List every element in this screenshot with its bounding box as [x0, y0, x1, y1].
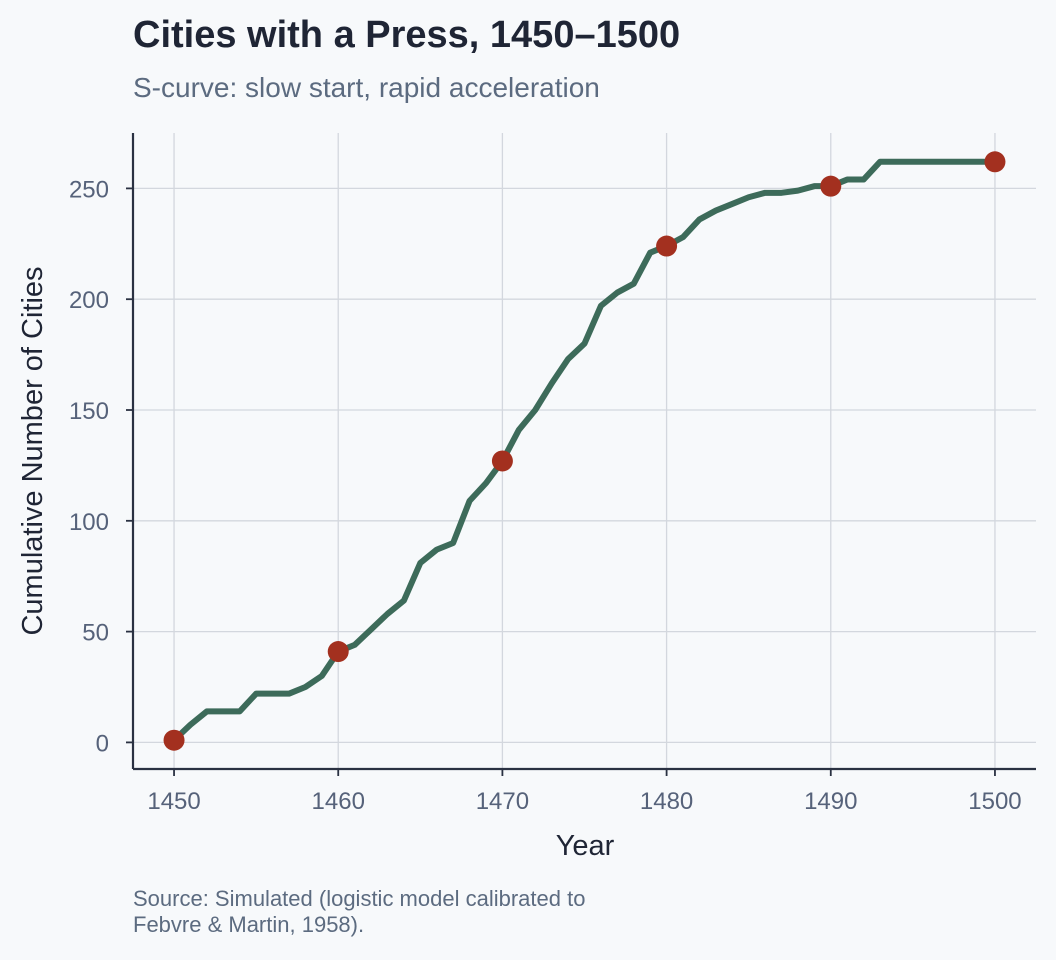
- y-tick-label-0: 0: [96, 730, 109, 757]
- markers-layer: [163, 151, 1006, 751]
- x-tick-label-1480: 1480: [640, 788, 693, 815]
- x-tick-label-1460: 1460: [312, 788, 365, 815]
- y-axis-title: Cumulative Number of Cities: [17, 266, 49, 635]
- chart-subtitle: S-curve: slow start, rapid acceleration: [133, 72, 600, 103]
- y-tick-label-50: 50: [82, 620, 109, 647]
- x-tick-label-1450: 1450: [147, 788, 200, 815]
- series-line-0: [171, 158, 998, 744]
- data-point-1450: [163, 729, 185, 751]
- axes: 1450 1460 1470 1480 1490 1500 0 50 100 150 200 250: [69, 133, 1036, 815]
- data-point-1480: [656, 235, 678, 257]
- x-tick-label-1500: 1500: [968, 788, 1021, 815]
- data-point-1490: [820, 175, 842, 197]
- data-point-1460: [327, 641, 349, 663]
- y-tick-label-100: 100: [69, 509, 109, 536]
- data-point-1500: [984, 151, 1006, 173]
- y-tick-label-250: 250: [69, 176, 109, 203]
- y-tick-label-200: 200: [69, 287, 109, 314]
- x-axis-title: Year: [556, 830, 615, 862]
- x-tick-label-1490: 1490: [804, 788, 857, 815]
- x-tick-label-1470: 1470: [476, 788, 529, 815]
- data-point-1470: [491, 450, 513, 472]
- gridlines: [133, 133, 1036, 769]
- series-layer: [171, 158, 998, 744]
- chart-caption: Source: Simulated (logistic model calibr…: [133, 886, 586, 937]
- chart-title: Cities with a Press, 1450–1500: [133, 14, 681, 56]
- y-tick-label-150: 150: [69, 398, 109, 425]
